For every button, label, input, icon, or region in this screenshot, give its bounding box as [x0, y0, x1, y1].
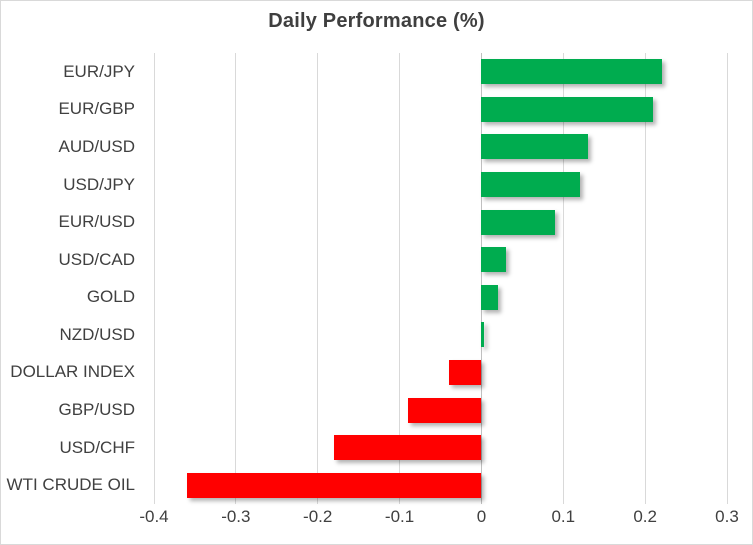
- category-label-aud-usd: AUD/USD: [58, 136, 135, 156]
- category-label-nzd-usd: NZD/USD: [59, 324, 135, 344]
- x-tick-label: -0.1: [384, 507, 415, 526]
- category-label-gold: GOLD: [86, 287, 135, 307]
- x-tick-label: 0.1: [551, 507, 576, 526]
- bar-gbp-usd: [407, 397, 482, 423]
- gridline: [153, 53, 155, 504]
- x-tick-label: 0.2: [633, 507, 657, 526]
- bar-eur-jpy: [481, 59, 662, 85]
- gridline: [562, 53, 564, 504]
- bar-eur-usd: [481, 209, 556, 235]
- category-label-eur-gbp: EUR/GBP: [58, 99, 135, 119]
- x-tick-label: 0: [476, 507, 487, 526]
- category-label-wti-crude-oil: WTI CRUDE OIL: [6, 475, 135, 495]
- bar-wti-crude-oil: [186, 472, 482, 498]
- gridline: [644, 53, 646, 504]
- bar-dollar-index: [448, 359, 482, 385]
- x-tick-label: 0.3: [715, 507, 739, 526]
- bar-eur-gbp: [481, 96, 654, 122]
- x-tick-label: -0.3: [221, 507, 251, 526]
- category-label-usd-cad: USD/CAD: [58, 249, 135, 269]
- bar-nzd-usd: [481, 322, 484, 348]
- bar-usd-jpy: [481, 172, 580, 198]
- category-label-dollar-index: DOLLAR INDEX: [10, 362, 135, 382]
- zero-axis-line: [480, 53, 482, 504]
- x-tick-label: -0.4: [139, 507, 169, 526]
- category-label-gbp-usd: GBP/USD: [58, 400, 135, 420]
- gridline: [317, 53, 319, 504]
- gridline: [399, 53, 401, 504]
- category-label-eur-jpy: EUR/JPY: [63, 61, 135, 81]
- chart-title: Daily Performance (%): [268, 10, 485, 32]
- category-label-usd-chf: USD/CHF: [59, 437, 135, 457]
- category-label-usd-jpy: USD/JPY: [63, 174, 135, 194]
- gridline: [726, 53, 728, 504]
- x-tick-label: -0.2: [303, 507, 333, 526]
- bar-gold: [481, 284, 498, 310]
- category-label-eur-usd: EUR/USD: [58, 212, 135, 232]
- bar-aud-usd: [481, 134, 588, 160]
- gridline: [235, 53, 237, 504]
- bar-usd-cad: [481, 247, 506, 273]
- bar-usd-chf: [334, 435, 482, 461]
